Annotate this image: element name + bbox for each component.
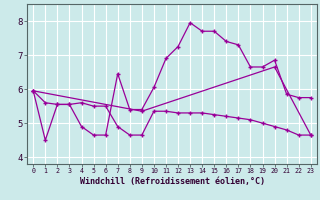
X-axis label: Windchill (Refroidissement éolien,°C): Windchill (Refroidissement éolien,°C): [79, 177, 265, 186]
